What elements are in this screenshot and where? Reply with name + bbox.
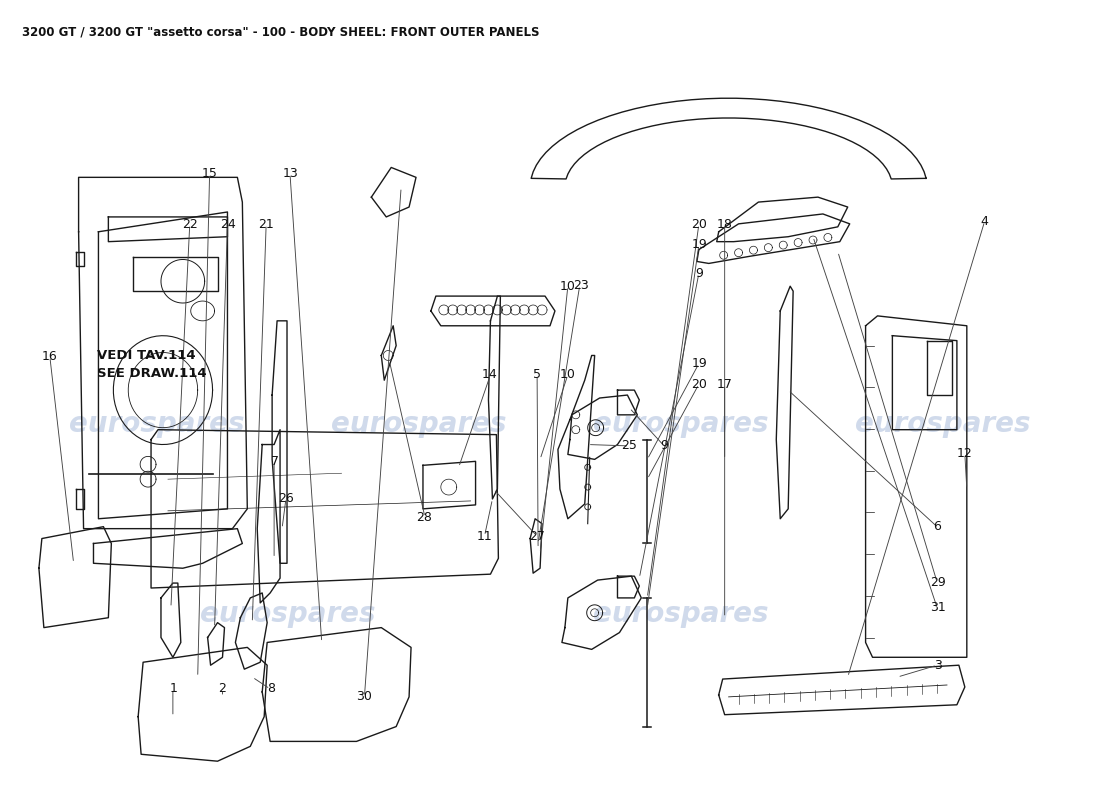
Polygon shape <box>718 666 965 714</box>
Text: 19: 19 <box>692 238 707 251</box>
Text: 20: 20 <box>692 218 707 230</box>
Text: 18: 18 <box>717 218 733 230</box>
Text: 31: 31 <box>930 601 945 614</box>
Text: 21: 21 <box>258 218 274 230</box>
Text: 12: 12 <box>957 447 972 460</box>
Polygon shape <box>488 296 501 499</box>
Polygon shape <box>866 316 967 658</box>
Text: eurospares: eurospares <box>331 410 507 438</box>
Text: 10: 10 <box>560 368 575 381</box>
Text: eurospares: eurospares <box>855 410 1031 438</box>
Polygon shape <box>76 251 84 266</box>
Polygon shape <box>257 430 280 603</box>
Polygon shape <box>139 647 267 761</box>
Polygon shape <box>431 296 556 326</box>
Polygon shape <box>424 462 475 509</box>
Polygon shape <box>530 518 542 573</box>
Polygon shape <box>531 98 926 179</box>
Text: 6: 6 <box>934 520 942 533</box>
Text: eurospares: eurospares <box>593 410 769 438</box>
Text: 29: 29 <box>930 575 945 589</box>
Polygon shape <box>777 286 793 518</box>
Polygon shape <box>39 526 111 628</box>
Polygon shape <box>272 321 287 563</box>
Text: 15: 15 <box>201 167 218 180</box>
Text: 16: 16 <box>42 350 58 363</box>
Polygon shape <box>151 430 498 588</box>
Text: 20: 20 <box>692 378 707 390</box>
Text: 2: 2 <box>219 682 227 695</box>
Polygon shape <box>617 576 639 598</box>
Text: 3200 GT / 3200 GT "assetto corsa" - 100 - BODY SHEEL: FRONT OUTER PANELS: 3200 GT / 3200 GT "assetto corsa" - 100 … <box>22 26 539 39</box>
Text: eurospares: eurospares <box>200 600 376 628</box>
Text: 5: 5 <box>532 368 541 381</box>
Polygon shape <box>382 326 396 380</box>
Text: 4: 4 <box>980 214 989 227</box>
Text: 23: 23 <box>573 278 588 292</box>
Polygon shape <box>717 197 848 242</box>
Polygon shape <box>78 178 248 529</box>
Polygon shape <box>697 214 849 263</box>
Polygon shape <box>568 395 637 459</box>
Text: 28: 28 <box>417 510 432 524</box>
Text: 14: 14 <box>482 368 498 381</box>
Polygon shape <box>372 167 416 217</box>
Text: 25: 25 <box>620 439 637 453</box>
Polygon shape <box>562 576 641 650</box>
Polygon shape <box>208 622 224 666</box>
Text: 30: 30 <box>356 690 373 703</box>
Text: 22: 22 <box>182 218 198 230</box>
Text: 9: 9 <box>695 267 704 280</box>
Polygon shape <box>94 529 242 568</box>
Polygon shape <box>235 593 267 669</box>
Polygon shape <box>161 583 180 658</box>
Text: 9: 9 <box>661 439 669 453</box>
Text: 7: 7 <box>271 455 279 468</box>
Polygon shape <box>558 355 595 518</box>
Text: 27: 27 <box>529 530 544 542</box>
Text: VEDI TAV.114
SEE DRAW.114: VEDI TAV.114 SEE DRAW.114 <box>97 349 207 380</box>
Text: 11: 11 <box>476 530 493 542</box>
Text: 19: 19 <box>692 357 707 370</box>
Text: 1: 1 <box>169 682 177 695</box>
Text: 8: 8 <box>267 682 276 695</box>
Text: eurospares: eurospares <box>593 600 769 628</box>
Polygon shape <box>262 628 411 742</box>
Text: 13: 13 <box>283 167 298 180</box>
Text: 17: 17 <box>717 378 733 390</box>
Text: 3: 3 <box>934 658 942 672</box>
Text: 10: 10 <box>560 279 575 293</box>
Text: 24: 24 <box>220 218 235 230</box>
Polygon shape <box>76 489 84 509</box>
Text: 26: 26 <box>278 492 294 505</box>
Text: eurospares: eurospares <box>69 410 244 438</box>
Polygon shape <box>617 390 639 415</box>
